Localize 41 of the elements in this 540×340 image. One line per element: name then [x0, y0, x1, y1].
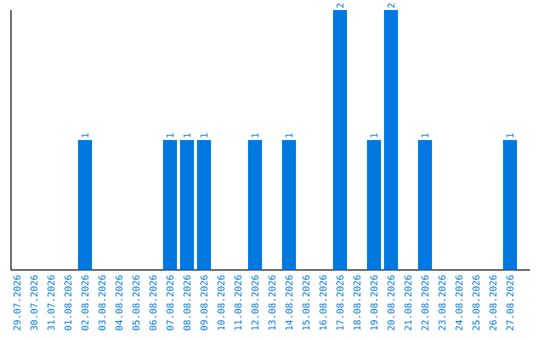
data-label: 1 — [286, 133, 292, 138]
x-tick-label: 14.08.2026 — [285, 275, 293, 330]
x-tick-label: 13.08.2026 — [268, 275, 276, 330]
x-tick-label: 12.08.2026 — [251, 275, 259, 330]
x-tick-label: 23.08.2026 — [438, 275, 446, 330]
x-tick-label: 07.08.2026 — [166, 275, 174, 330]
data-label: 1 — [200, 133, 208, 138]
x-tick-label: 22.08.2026 — [421, 275, 429, 330]
x-tick-label: 24.08.2026 — [455, 275, 463, 330]
x-tick-label: 06.08.2026 — [149, 275, 157, 330]
x-tick-label: 01.08.2026 — [64, 275, 72, 330]
x-tick-label: 29.07.2026 — [13, 275, 21, 330]
data-label: 1 — [82, 133, 88, 138]
x-tick-label: 05.08.2026 — [132, 275, 140, 330]
x-tick-label: 08.08.2026 — [183, 275, 191, 330]
x-tick-label: 18.08.2026 — [353, 275, 361, 330]
x-tick-label: 16.08.2026 — [319, 275, 327, 330]
x-tick-label: 27.08.2026 — [506, 275, 514, 330]
x-tick-label: 31.07.2026 — [47, 275, 55, 330]
x-tick-label: 10.08.2026 — [217, 275, 225, 330]
x-tick-label: 04.08.2026 — [115, 275, 123, 330]
x-tick-label: 11.08.2026 — [234, 275, 242, 330]
data-label: 1 — [252, 133, 258, 138]
x-tick-label: 26.08.2026 — [489, 275, 497, 330]
data-label: 1 — [422, 133, 428, 138]
x-tick-label: 15.08.2026 — [302, 275, 310, 330]
x-tick-label: 30.07.2026 — [30, 275, 38, 330]
x-tick-label: 25.08.2026 — [472, 275, 480, 330]
x-tick-label: 03.08.2026 — [98, 275, 106, 330]
x-tick-label: 21.08.2026 — [404, 275, 412, 330]
x-tick-label: 19.08.2026 — [370, 275, 378, 330]
x-tick-label: 02.08.2026 — [81, 275, 89, 330]
data-label: 1 — [166, 133, 174, 138]
x-tick-label: 17.08.2026 — [336, 275, 344, 330]
data-label: 2 — [388, 4, 394, 8]
data-label: 1 — [184, 133, 190, 138]
x-tick-label: 20.08.2026 — [387, 275, 395, 330]
data-label: 1 — [506, 133, 514, 138]
data-label: 2 — [336, 4, 344, 8]
x-tick-label: 09.08.2026 — [200, 275, 208, 330]
data-label: 1 — [370, 133, 378, 138]
